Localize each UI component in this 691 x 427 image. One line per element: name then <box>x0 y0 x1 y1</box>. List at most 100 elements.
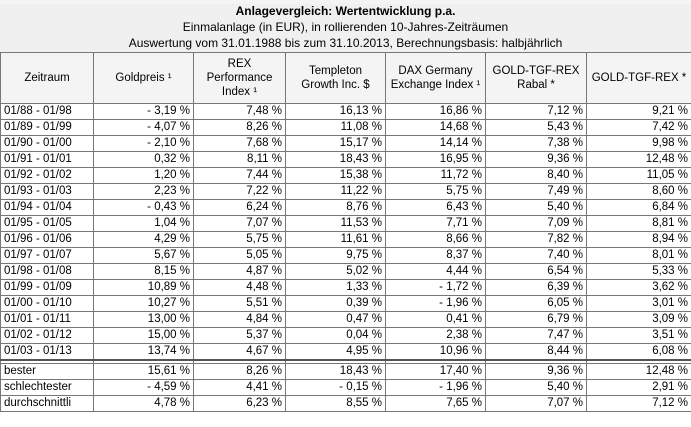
column-header-line: Growth Inc. $ <box>301 79 370 91</box>
column-header-line: Rabal * <box>517 79 555 91</box>
value-cell: 10,89 % <box>93 279 194 296</box>
value-cell: 3,62 % <box>586 279 691 296</box>
column-header-line: DAX Germany <box>398 65 473 77</box>
row-label-cell: schlechtester <box>0 379 94 396</box>
value-cell: 7,68 % <box>193 135 286 152</box>
value-cell: 2,91 % <box>586 379 691 396</box>
column-header: GOLD-TGF-REX * <box>586 52 691 104</box>
value-cell: 0,39 % <box>285 295 386 312</box>
value-cell: 8,55 % <box>285 395 386 412</box>
row-label-cell: 01/99 - 01/09 <box>0 279 94 296</box>
value-cell: 4,84 % <box>193 311 286 328</box>
value-cell: 8,60 % <box>586 183 691 200</box>
value-cell: 2,38 % <box>385 327 486 344</box>
value-cell: 5,75 % <box>385 183 486 200</box>
table-row: 01/95 - 01/05 1,04 % 7,07 % 11,53 % 7,71 % 7,… <box>0 215 691 232</box>
value-cell: 1,33 % <box>285 279 386 296</box>
value-cell: 8,37 % <box>385 247 486 264</box>
value-cell: 7,48 % <box>193 103 286 120</box>
value-cell: 8,15 % <box>93 263 194 280</box>
value-cell: 7,65 % <box>385 395 486 412</box>
row-label-cell: 01/94 - 01/04 <box>0 199 94 216</box>
value-cell: 8,26 % <box>193 363 286 380</box>
value-cell: 9,36 % <box>485 151 587 168</box>
value-cell: 1,04 % <box>93 215 194 232</box>
value-cell: 7,40 % <box>485 247 587 264</box>
value-cell: 1,20 % <box>93 167 194 184</box>
value-cell: 8,26 % <box>193 119 286 136</box>
report-title: Anlagevergleich: Wertentwicklung p.a. <box>235 4 456 18</box>
value-cell: 7,38 % <box>485 135 587 152</box>
table-row: 01/02 - 01/12 15,00 % 5,37 % 0,04 % 2,38 % 7,… <box>0 327 691 344</box>
value-cell: - 1,96 % <box>385 379 486 396</box>
value-cell: 3,01 % <box>586 295 691 312</box>
value-cell: 14,68 % <box>385 119 486 136</box>
value-cell: 7,12 % <box>485 103 587 120</box>
column-header: GOLD-TGF-REX Rabal * <box>485 52 587 104</box>
value-cell: 7,07 % <box>193 215 286 232</box>
table-row: 01/98 - 01/08 8,15 % 4,87 % 5,02 % 4,44 % 6,5… <box>0 263 691 280</box>
value-cell: 9,98 % <box>586 135 691 152</box>
value-cell: 4,67 % <box>193 343 286 361</box>
value-cell: 8,01 % <box>586 247 691 264</box>
report-note: Auswertung vom 31.01.1988 bis zum 31.10.… <box>128 36 563 50</box>
value-cell: 0,04 % <box>285 327 386 344</box>
value-cell: 11,05 % <box>586 167 691 184</box>
column-header-line: Zeitraum <box>24 72 70 84</box>
value-cell: 7,07 % <box>485 395 587 412</box>
value-cell: 8,76 % <box>285 199 386 216</box>
value-cell: - 1,72 % <box>385 279 486 296</box>
column-header-line: Templeton <box>308 65 363 77</box>
value-cell: 16,86 % <box>385 103 486 120</box>
value-cell: 12,48 % <box>586 363 691 380</box>
value-cell: - 0,15 % <box>285 379 386 396</box>
value-cell: 13,00 % <box>93 311 194 328</box>
value-cell: 5,37 % <box>193 327 286 344</box>
value-cell: 6,08 % <box>586 343 691 361</box>
value-cell: - 1,96 % <box>385 295 486 312</box>
value-cell: 6,05 % <box>485 295 587 312</box>
table-summary: bester 15,61 % 8,26 % 18,43 % 17,40 % 9,36 % 1… <box>0 363 691 412</box>
value-cell: 7,82 % <box>485 231 587 248</box>
column-header-line: GOLD-TGF-REX * <box>591 72 687 84</box>
table-separator <box>0 359 691 364</box>
column-header-line: GOLD-TGF-REX <box>492 65 580 77</box>
value-cell: 17,40 % <box>385 363 486 380</box>
table-row: 01/03 - 01/13 13,74 % 4,67 % 4,95 % 10,96 % 8… <box>0 343 691 361</box>
table-row: 01/91 - 01/01 0,32 % 8,11 % 18,43 % 16,95 % 9… <box>0 151 691 168</box>
value-cell: - 0,43 % <box>93 199 194 216</box>
table-row: 01/92 - 01/02 1,20 % 7,44 % 15,38 % 11,72 % 8… <box>0 167 691 184</box>
value-cell: 9,75 % <box>285 247 386 264</box>
value-cell: 16,95 % <box>385 151 486 168</box>
value-cell: 4,87 % <box>193 263 286 280</box>
row-label-cell: 01/03 - 01/13 <box>0 343 94 361</box>
column-header: Goldpreis ¹ <box>93 52 194 104</box>
value-cell: 8,44 % <box>485 343 587 361</box>
row-label-cell: 01/92 - 01/02 <box>0 167 94 184</box>
value-cell: 7,09 % <box>485 215 587 232</box>
report-header: Anlagevergleich: Wertentwicklung p.a. Ei… <box>0 4 691 52</box>
table-header-row: Zeitraum Goldpreis ¹ REX Performance Index ¹… <box>0 52 691 104</box>
column-header-line: Performance <box>206 72 273 84</box>
column-header-line: Exchange Index ¹ <box>390 79 481 91</box>
value-cell: 6,43 % <box>385 199 486 216</box>
value-cell: 14,14 % <box>385 135 486 152</box>
value-cell: 10,96 % <box>385 343 486 361</box>
row-label-cell: 01/00 - 01/10 <box>0 295 94 312</box>
value-cell: 9,21 % <box>586 103 691 120</box>
row-label-cell: durchschnittli <box>0 395 94 412</box>
value-cell: 8,81 % <box>586 215 691 232</box>
value-cell: 0,32 % <box>93 151 194 168</box>
value-cell: 11,08 % <box>285 119 386 136</box>
row-label-cell: 01/91 - 01/01 <box>0 151 94 168</box>
value-cell: - 4,07 % <box>93 119 194 136</box>
value-cell: 7,42 % <box>586 119 691 136</box>
value-cell: 7,44 % <box>193 167 286 184</box>
value-cell: 0,41 % <box>385 311 486 328</box>
value-cell: 8,66 % <box>385 231 486 248</box>
value-cell: 4,78 % <box>93 395 194 412</box>
value-cell: 9,36 % <box>485 363 587 380</box>
row-label-cell: 01/96 - 01/06 <box>0 231 94 248</box>
table-row: 01/88 - 01/98- 3,19 % 7,48 % 16,13 % 16,86 … <box>0 103 691 120</box>
value-cell: 18,43 % <box>285 151 386 168</box>
